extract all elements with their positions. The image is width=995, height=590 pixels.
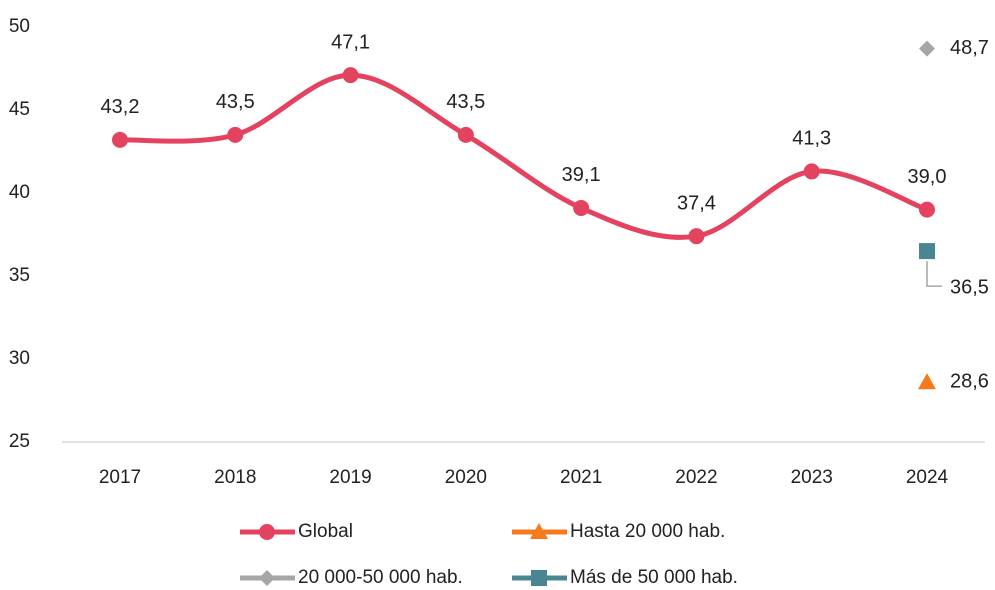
legend-marker bbox=[259, 570, 275, 586]
data-label: 39,1 bbox=[562, 164, 601, 186]
y-tick-label: 35 bbox=[9, 265, 30, 286]
data-point bbox=[457, 126, 474, 143]
x-tick-label: 2020 bbox=[445, 467, 487, 488]
data-label: 43,5 bbox=[216, 91, 255, 113]
data-point bbox=[919, 40, 935, 57]
x-tick-label: 2021 bbox=[560, 467, 602, 488]
data-label: 28,6 bbox=[950, 371, 989, 393]
x-tick-label: 2023 bbox=[791, 467, 833, 488]
legend-marker bbox=[531, 570, 547, 586]
y-tick-label: 25 bbox=[9, 431, 30, 452]
x-tick-label: 2022 bbox=[675, 467, 717, 488]
x-tick-label: 2017 bbox=[99, 467, 141, 488]
data-point bbox=[112, 131, 128, 148]
x-tick-label: 2018 bbox=[214, 467, 256, 488]
data-point bbox=[919, 243, 935, 260]
data-label: 41,3 bbox=[792, 128, 831, 150]
data-label: 36,5 bbox=[950, 276, 989, 298]
series-line bbox=[119, 72, 928, 240]
data-point bbox=[688, 228, 705, 245]
data-point bbox=[342, 67, 359, 84]
data-point bbox=[919, 201, 935, 218]
legend-marker bbox=[259, 524, 275, 540]
data-point bbox=[227, 126, 244, 143]
data-label: 37,4 bbox=[677, 192, 716, 214]
legend-label: Global bbox=[298, 521, 353, 542]
data-point bbox=[803, 163, 820, 180]
data-label: 39,0 bbox=[908, 166, 947, 188]
y-tick-label: 30 bbox=[9, 348, 30, 369]
x-tick-label: 2019 bbox=[329, 467, 371, 488]
data-label: 48,7 bbox=[950, 37, 989, 59]
leader-line bbox=[926, 261, 942, 287]
legend-label: 20 000-50 000 hab. bbox=[298, 567, 463, 588]
data-label: 43,5 bbox=[446, 91, 485, 113]
legend-marker bbox=[530, 523, 548, 539]
y-tick-label: 40 bbox=[9, 182, 30, 203]
data-label: 47,1 bbox=[331, 31, 370, 53]
y-tick-label: 45 bbox=[9, 99, 30, 120]
x-tick-label: 2024 bbox=[906, 467, 949, 488]
legend-label: Hasta 20 000 hab. bbox=[570, 521, 725, 542]
data-point bbox=[573, 199, 590, 216]
y-tick-label: 50 bbox=[9, 16, 30, 37]
data-point bbox=[918, 373, 936, 390]
data-label: 43,2 bbox=[101, 96, 140, 118]
legend-label: Más de 50 000 hab. bbox=[570, 567, 738, 588]
